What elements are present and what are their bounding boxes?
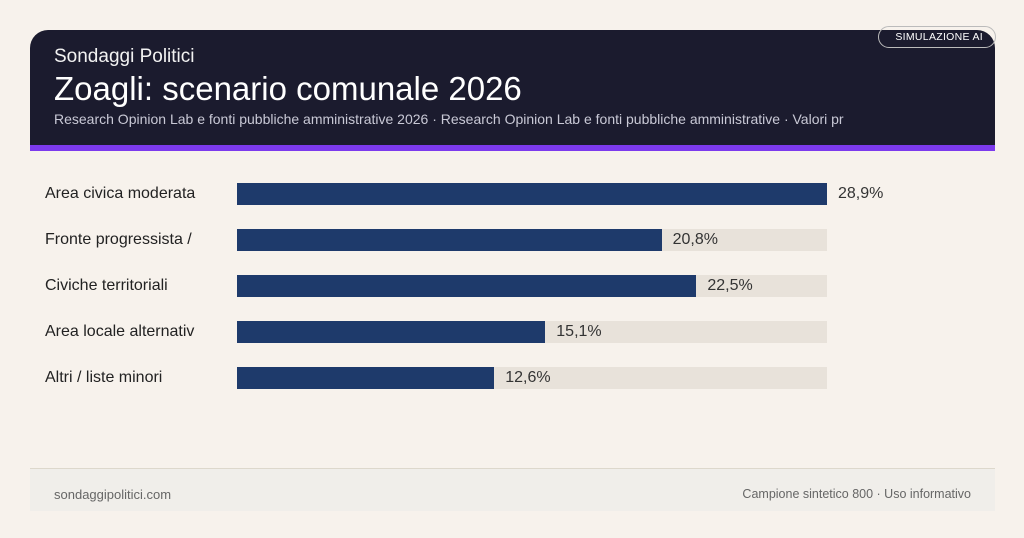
bar-row: Area locale alternativ 15,1% — [0, 321, 1024, 343]
footer: sondaggipolitici.com Campione sintetico … — [30, 468, 995, 511]
value-label: 20,8% — [672, 231, 718, 248]
category-label: Area locale alternativ — [45, 323, 195, 340]
value-label: 12,6% — [505, 369, 551, 386]
bar-row: Fronte progressista / 20,8% — [0, 229, 1024, 251]
value-label: 15,1% — [556, 323, 602, 340]
bar-row: Civiche territoriali 22,5% — [0, 275, 1024, 297]
bar-row: Altri / liste minori 12,6% — [0, 367, 1024, 389]
bar — [237, 229, 662, 251]
simulation-badge: SIMULAZIONE AI — [878, 26, 996, 48]
footer-note: Campione sintetico 800 · Uso informativo — [742, 487, 971, 501]
page-subtitle: Research Opinion Lab e fonti pubbliche a… — [54, 111, 844, 127]
value-label: 28,9% — [838, 185, 884, 202]
category-label: Altri / liste minori — [45, 369, 163, 386]
brand-name: Sondaggi Politici — [54, 46, 195, 67]
bar-row: Area civica moderata 28,9% — [0, 183, 1024, 205]
category-label: Area civica moderata — [45, 185, 196, 202]
page-title: Zoagli: scenario comunale 2026 — [54, 70, 522, 107]
value-label: 22,5% — [707, 277, 753, 294]
footer-site: sondaggipolitici.com — [54, 487, 172, 502]
category-label: Civiche territoriali — [45, 277, 168, 294]
bar — [237, 367, 495, 389]
bar — [237, 321, 546, 343]
bar — [237, 183, 827, 205]
bar — [237, 275, 697, 297]
category-label: Fronte progressista / — [45, 231, 192, 248]
accent-bar — [30, 145, 995, 151]
header-panel: Sondaggi Politici Zoagli: scenario comun… — [30, 30, 995, 145]
